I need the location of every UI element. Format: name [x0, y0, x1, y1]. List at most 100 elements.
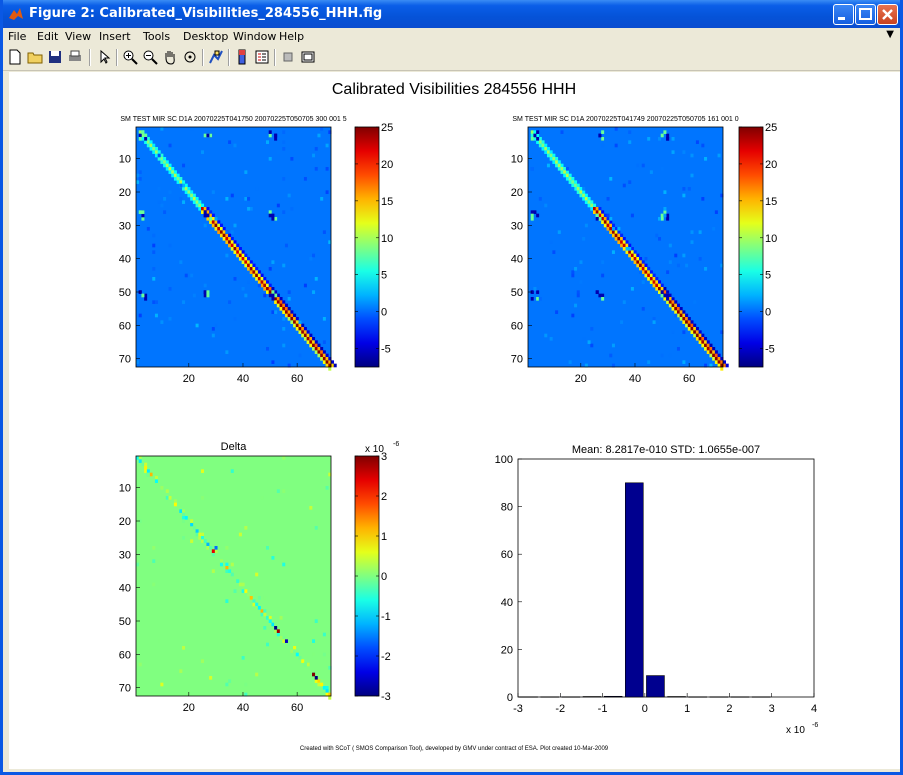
heatmap-cell: [317, 133, 321, 138]
heatmap-cell: [160, 153, 164, 158]
heatmap-cell: [255, 602, 259, 607]
heatmap-cell: [184, 183, 188, 188]
menu-tools[interactable]: Tools: [143, 30, 171, 43]
zoom-in-icon[interactable]: [122, 49, 138, 65]
heatmap-spot: [536, 213, 540, 218]
heatmap-cell: [587, 200, 591, 204]
menu-help[interactable]: Help: [279, 30, 305, 43]
menu-file[interactable]: File: [8, 30, 27, 43]
menu-insert[interactable]: Insert: [99, 30, 131, 43]
legend-icon[interactable]: [254, 49, 270, 65]
heatmap-cell: [538, 297, 542, 301]
heatmap-cell: [225, 546, 229, 550]
heatmap-cell: [303, 327, 307, 331]
heatmap-cell: [179, 197, 183, 201]
heatmap-cell: [255, 606, 259, 610]
heatmap-cell: [282, 327, 286, 331]
heatmap-cell: [568, 360, 572, 364]
pointer-icon[interactable]: [96, 49, 112, 65]
new-icon[interactable]: [7, 49, 23, 65]
heatmap-cell: [647, 277, 651, 281]
heatmap-cell: [211, 333, 215, 338]
menu-view[interactable]: View: [65, 30, 92, 43]
heatmap-spot: [666, 293, 670, 298]
heatmap-cell: [325, 363, 329, 368]
menu-overflow-icon[interactable]: ▼: [886, 29, 894, 40]
heatmap-cell: [625, 247, 629, 251]
show-plot-tools-icon[interactable]: [300, 49, 316, 65]
heatmap-cell: [614, 227, 618, 231]
heatmap-cell: [557, 160, 561, 164]
heatmap-cell: [290, 320, 294, 324]
heatmap-cell: [165, 167, 169, 171]
heatmap-cell: [257, 606, 261, 610]
heatmap-cell: [244, 253, 248, 258]
heatmap-cell: [576, 190, 580, 194]
heatmap-cell: [644, 267, 648, 271]
heatmap-cell: [609, 217, 613, 221]
heatmap-cell: [268, 287, 272, 291]
open-icon[interactable]: [27, 49, 43, 65]
heatmap-cell: [190, 193, 194, 198]
title-bar[interactable]: Figure 2: Calibrated_Visibilities_284556…: [3, 0, 900, 28]
colorbar-tick-label: 5: [381, 270, 387, 282]
maximize-button[interactable]: [855, 4, 876, 25]
heatmap-cell: [609, 227, 613, 231]
menu-desktop[interactable]: Desktop: [183, 30, 229, 43]
y-tick-label: 60: [119, 320, 131, 332]
data-cursor-icon[interactable]: [208, 49, 224, 65]
heatmap-cell: [674, 300, 678, 304]
menu-window[interactable]: Window: [233, 30, 277, 43]
heatmap-cell: [614, 127, 618, 131]
heatmap-cell: [282, 307, 286, 311]
minimize-button[interactable]: [833, 4, 854, 25]
heatmap-cell: [247, 267, 251, 271]
heatmap-cell: [152, 250, 156, 254]
heatmap-cell: [287, 310, 291, 314]
colorbar-icon[interactable]: [234, 49, 250, 65]
heatmap-cell: [704, 347, 708, 351]
y-tick-label: 40: [119, 583, 131, 595]
rotate-icon[interactable]: [182, 49, 198, 65]
heatmap-cell: [309, 343, 313, 348]
heatmap-cell: [146, 143, 150, 148]
heatmap-cell: [233, 143, 237, 148]
heatmap-cell: [595, 207, 599, 211]
heatmap-cell: [249, 596, 253, 600]
heatmap-cell: [182, 519, 186, 523]
save-icon[interactable]: [47, 49, 63, 65]
heatmap-cell: [287, 363, 291, 368]
heatmap-cell: [182, 509, 186, 513]
heatmap-cell: [195, 323, 199, 328]
heatmap-cell: [160, 203, 164, 208]
heatmap-cell: [225, 237, 229, 241]
y-tick-label: 70: [119, 683, 131, 695]
heatmap-cell: [233, 223, 237, 228]
heatmap-cell: [179, 509, 183, 513]
heatmap-cell: [233, 589, 237, 593]
heatmap-cell: [552, 250, 556, 254]
colorbar-tick-label: 2: [381, 491, 387, 503]
heatmap-cell: [668, 297, 672, 301]
colorbar-tick-label: -5: [765, 344, 775, 356]
heatmap-cell: [328, 472, 332, 477]
chart-title: SM TEST MIR SC D1A 20070225T041750 20070…: [120, 116, 346, 123]
heatmap-cell: [636, 253, 640, 258]
hide-plot-tools-icon[interactable]: [280, 49, 296, 65]
heatmap-cell: [595, 210, 599, 214]
maximize-icon: [859, 8, 872, 20]
heatmap-cell: [325, 353, 329, 358]
heatmap-cell: [322, 632, 326, 637]
heatmap-cell: [636, 263, 640, 268]
heatmap-cell: [225, 230, 229, 234]
pan-icon[interactable]: [162, 49, 178, 65]
heatmap-cell: [593, 210, 597, 214]
heatmap-cell: [211, 213, 215, 218]
zoom-out-icon[interactable]: [142, 49, 158, 65]
heatmap-cell: [579, 190, 583, 194]
menu-edit[interactable]: Edit: [37, 30, 59, 43]
heatmap-cell: [328, 357, 332, 361]
heatmap-cell: [276, 303, 280, 308]
print-icon[interactable]: [67, 49, 83, 65]
close-button[interactable]: [877, 4, 898, 25]
